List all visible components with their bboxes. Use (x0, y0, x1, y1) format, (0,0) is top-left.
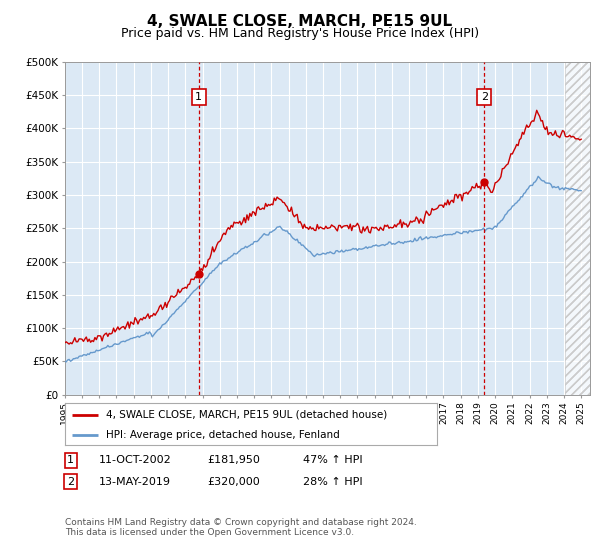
Text: HPI: Average price, detached house, Fenland: HPI: Average price, detached house, Fenl… (106, 430, 340, 440)
Text: 28% ↑ HPI: 28% ↑ HPI (303, 477, 362, 487)
Text: 13-MAY-2019: 13-MAY-2019 (99, 477, 171, 487)
Text: 1: 1 (67, 455, 74, 465)
Text: 47% ↑ HPI: 47% ↑ HPI (303, 455, 362, 465)
Text: 2: 2 (67, 477, 74, 487)
Text: Price paid vs. HM Land Registry's House Price Index (HPI): Price paid vs. HM Land Registry's House … (121, 27, 479, 40)
Text: Contains HM Land Registry data © Crown copyright and database right 2024.
This d: Contains HM Land Registry data © Crown c… (65, 518, 416, 538)
Text: 11-OCT-2002: 11-OCT-2002 (99, 455, 172, 465)
Text: 2: 2 (481, 92, 488, 102)
Text: £181,950: £181,950 (207, 455, 260, 465)
Text: £320,000: £320,000 (207, 477, 260, 487)
Bar (565, 62, 590, 395)
Text: 1: 1 (195, 92, 202, 102)
Text: 4, SWALE CLOSE, MARCH, PE15 9UL (detached house): 4, SWALE CLOSE, MARCH, PE15 9UL (detache… (106, 410, 387, 420)
Text: 4, SWALE CLOSE, MARCH, PE15 9UL: 4, SWALE CLOSE, MARCH, PE15 9UL (148, 14, 452, 29)
Bar (565, 62, 590, 395)
